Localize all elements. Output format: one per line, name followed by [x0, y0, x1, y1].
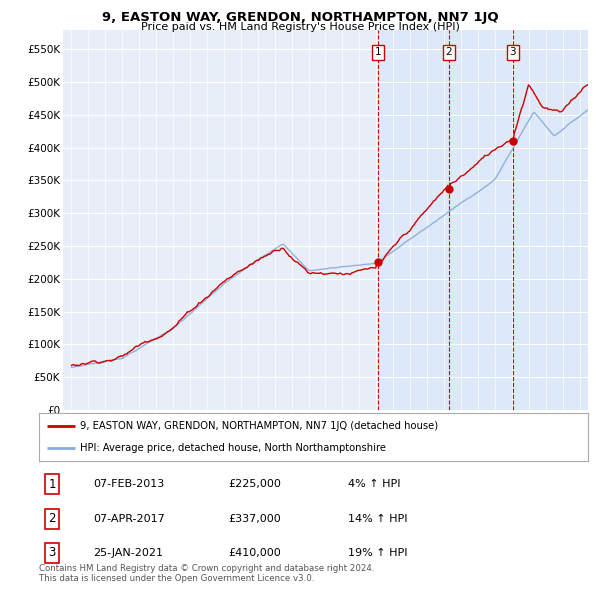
Bar	[449, 30, 513, 410]
Text: HPI: Average price, detached house, North Northamptonshire: HPI: Average price, detached house, Nort…	[80, 443, 386, 453]
Text: £410,000: £410,000	[228, 548, 281, 558]
Text: £337,000: £337,000	[228, 514, 281, 523]
Text: Contains HM Land Registry data © Crown copyright and database right 2024.
This d: Contains HM Land Registry data © Crown c…	[39, 563, 374, 583]
Bar	[377, 30, 449, 410]
Text: 3: 3	[509, 47, 516, 57]
Text: 2: 2	[49, 512, 56, 525]
Text: 9, EASTON WAY, GRENDON, NORTHAMPTON, NN7 1JQ: 9, EASTON WAY, GRENDON, NORTHAMPTON, NN7…	[101, 11, 499, 24]
Bar	[513, 30, 588, 410]
Text: 3: 3	[49, 546, 56, 559]
Text: 19% ↑ HPI: 19% ↑ HPI	[348, 548, 407, 558]
Text: 25-JAN-2021: 25-JAN-2021	[93, 548, 163, 558]
Text: 2: 2	[445, 47, 452, 57]
Text: 07-FEB-2013: 07-FEB-2013	[93, 480, 164, 489]
Text: 1: 1	[49, 478, 56, 491]
Text: £225,000: £225,000	[228, 480, 281, 489]
Text: Price paid vs. HM Land Registry's House Price Index (HPI): Price paid vs. HM Land Registry's House …	[140, 22, 460, 32]
Text: 1: 1	[374, 47, 381, 57]
Text: 07-APR-2017: 07-APR-2017	[93, 514, 165, 523]
Text: 4% ↑ HPI: 4% ↑ HPI	[348, 480, 401, 489]
Text: 9, EASTON WAY, GRENDON, NORTHAMPTON, NN7 1JQ (detached house): 9, EASTON WAY, GRENDON, NORTHAMPTON, NN7…	[80, 421, 438, 431]
Text: 14% ↑ HPI: 14% ↑ HPI	[348, 514, 407, 523]
